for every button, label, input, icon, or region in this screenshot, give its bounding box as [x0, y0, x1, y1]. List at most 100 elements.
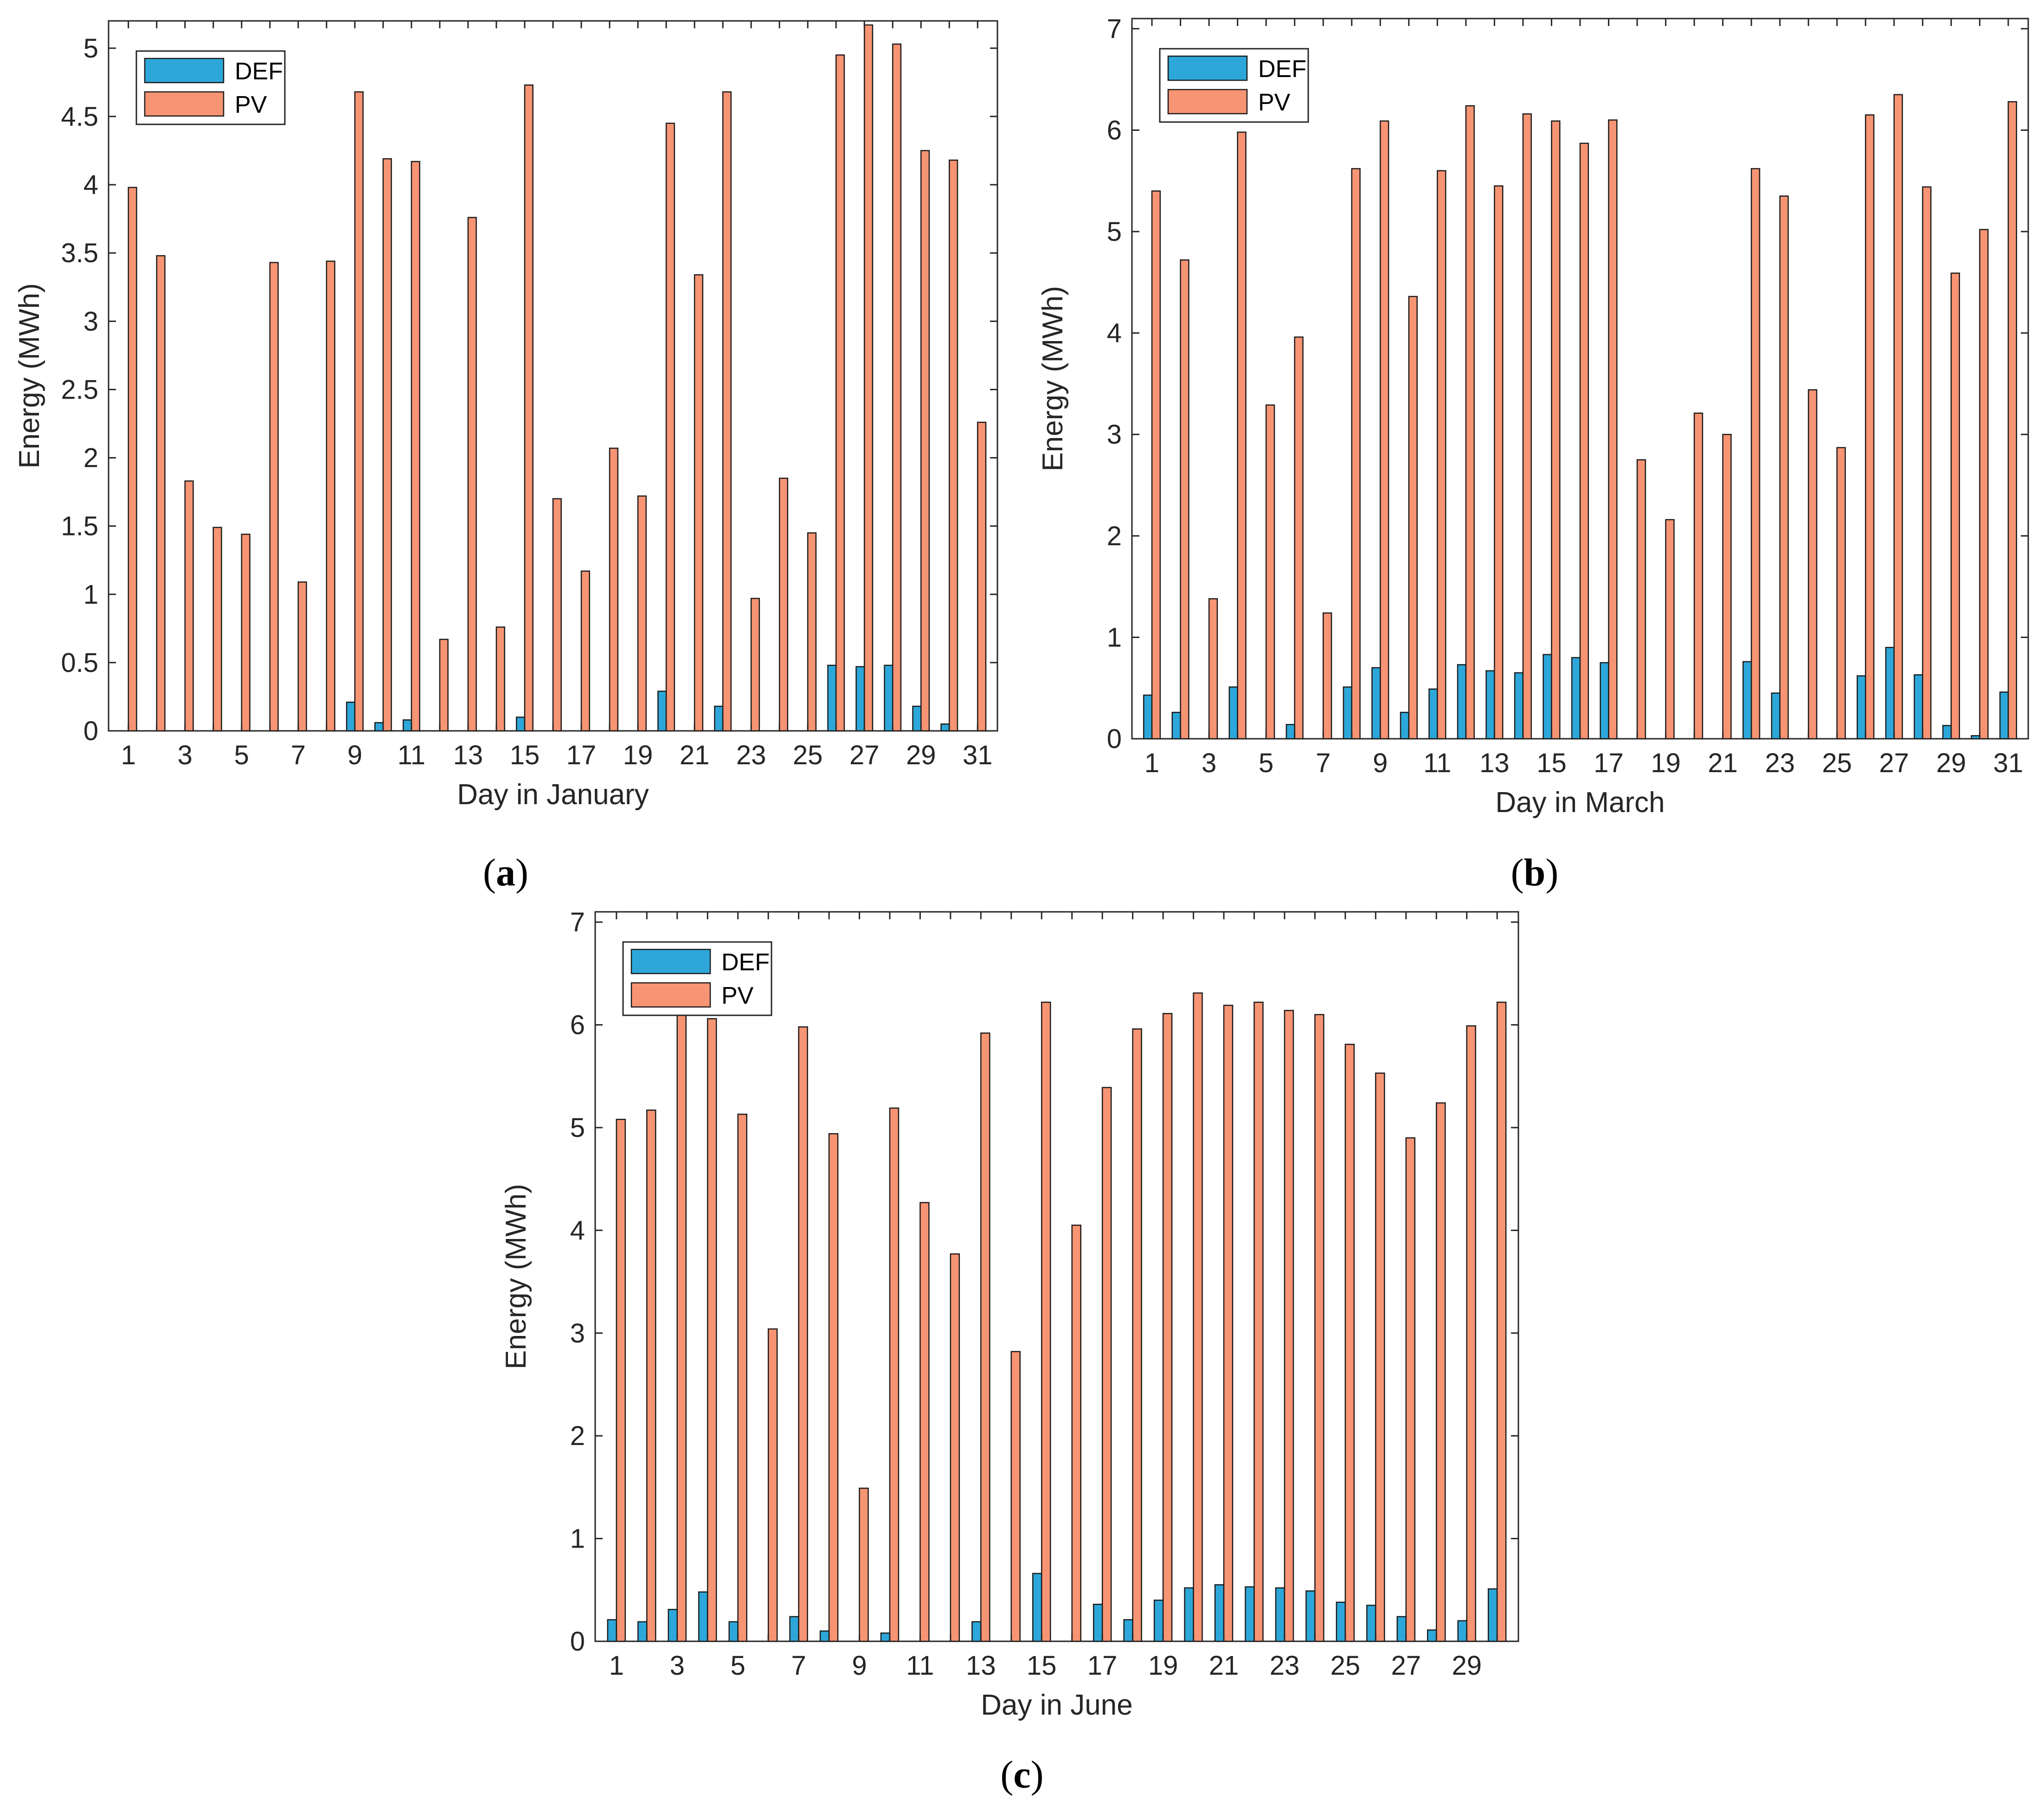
x-tick-label: 9	[347, 740, 362, 770]
x-tick-label: 17	[1594, 748, 1624, 778]
x-tick-label: 13	[966, 1651, 996, 1681]
y-tick-label: 3	[1107, 419, 1122, 450]
bar-pv-day-29	[1950, 272, 1960, 740]
bar-pv-day-11	[919, 1202, 930, 1642]
bar-def-day-4	[698, 1591, 708, 1642]
bar-pv-day-28	[892, 43, 902, 732]
bar-pv-day-27	[1405, 1137, 1416, 1642]
bar-def-day-14	[1514, 672, 1524, 740]
bar-pv-day-29	[1466, 1025, 1476, 1642]
bar-pv-day-7	[798, 1026, 808, 1642]
bar-pv-day-10	[1408, 296, 1418, 740]
x-tick-label: 31	[963, 740, 993, 770]
bar-pv-day-25	[807, 532, 817, 732]
bar-def-day-28	[1427, 1629, 1437, 1642]
bar-def-day-29	[912, 705, 922, 732]
x-tick-label: 5	[731, 1651, 746, 1681]
bar-pv-day-9	[354, 91, 364, 732]
bar-pv-day-12	[1465, 105, 1475, 740]
bar-pv-day-26	[1375, 1072, 1385, 1642]
bar-def-day-4	[1228, 686, 1238, 740]
bar-pv-day-2	[156, 255, 166, 732]
bar-def-day-27	[1885, 647, 1895, 740]
panel-label-b: (b)	[1511, 851, 1559, 894]
y-tick-label: 0	[570, 1626, 585, 1657]
bar-pv-day-15	[1041, 1001, 1051, 1642]
bar-pv-day-15	[524, 84, 533, 732]
x-tick-label: 19	[1148, 1651, 1178, 1681]
y-tick-label: 2	[1107, 521, 1122, 551]
bar-pv-day-25	[1836, 447, 1846, 740]
bar-pv-day-28	[1436, 1102, 1446, 1642]
bar-def-day-21	[1214, 1584, 1225, 1642]
bar-pv-day-26	[1865, 114, 1875, 740]
bar-def-day-26	[827, 665, 837, 732]
bar-pv-day-9	[1380, 120, 1389, 740]
bar-pv-day-8	[326, 260, 335, 732]
bar-def-day-22	[1245, 1586, 1255, 1642]
bar-def-day-30	[1971, 735, 1980, 740]
bar-pv-day-18	[609, 447, 618, 732]
bar-def-day-31	[1999, 691, 2009, 740]
x-tick-label: 29	[1452, 1651, 1482, 1681]
bar-def-day-15	[1032, 1573, 1042, 1642]
legend-swatch-def	[1167, 55, 1248, 81]
bar-pv-day-27	[863, 24, 874, 732]
bar-def-day-1	[1143, 694, 1153, 740]
bar-def-day-2	[1171, 711, 1181, 740]
bar-pv-day-8	[828, 1133, 839, 1642]
bar-pv-day-14	[1522, 113, 1532, 740]
bar-pv-day-5	[241, 534, 251, 732]
bar-pv-day-11	[1437, 170, 1446, 740]
bar-def-day-3	[668, 1609, 678, 1642]
bar-pv-day-22	[1253, 1001, 1264, 1642]
bar-pv-day-13	[980, 1032, 990, 1642]
bar-def-day-27	[1396, 1616, 1407, 1642]
bar-def-day-16	[1571, 657, 1581, 740]
bar-pv-day-2	[1180, 259, 1189, 740]
x-tick-label: 23	[1270, 1651, 1300, 1681]
x-tick-label: 21	[1209, 1651, 1239, 1681]
x-tick-label: 17	[1087, 1651, 1118, 1681]
y-tick-label: 4	[570, 1215, 585, 1245]
bar-def-day-28	[1914, 674, 1923, 740]
x-tick-label: 7	[291, 740, 306, 770]
bar-pv-day-31	[2007, 101, 2018, 740]
x-tick-label: 21	[1708, 748, 1738, 778]
y-tick-label: 1	[1107, 622, 1122, 652]
bar-pv-day-7	[297, 581, 307, 732]
bar-pv-day-12	[950, 1253, 960, 1642]
x-tick-label: 1	[1144, 748, 1159, 778]
bar-def-day-13	[1485, 670, 1495, 740]
bar-def-day-6	[1286, 724, 1295, 740]
bar-def-day-20	[1184, 1587, 1194, 1642]
bar-pv-day-11	[411, 161, 420, 732]
y-tick-label: 2	[84, 443, 98, 473]
bar-def-day-8	[819, 1630, 830, 1642]
x-tick-label: 27	[1879, 748, 1909, 778]
bar-pv-day-9	[859, 1487, 869, 1642]
bar-pv-day-5	[1265, 404, 1275, 740]
x-tick-label: 7	[1316, 748, 1331, 778]
bar-pv-day-24	[1314, 1014, 1324, 1642]
x-tick-label: 25	[1822, 748, 1852, 778]
bar-pv-day-6	[767, 1328, 778, 1642]
y-tick-label: 0.5	[61, 648, 98, 678]
legend-swatch-def	[630, 948, 711, 974]
y-tick-label: 3.5	[61, 238, 98, 268]
legend-label-pv: PV	[721, 982, 754, 1009]
bar-pv-day-3	[676, 1013, 687, 1642]
x-tick-label: 15	[1536, 748, 1567, 778]
bar-pv-day-21	[1722, 433, 1732, 740]
bar-def-day-26	[1366, 1605, 1376, 1642]
x-tick-label: 29	[1936, 748, 1967, 778]
x-tick-label: 3	[670, 1651, 685, 1681]
bar-def-day-11	[1428, 688, 1438, 740]
x-tick-label: 21	[680, 740, 710, 770]
bar-pv-day-29	[920, 150, 930, 732]
bar-pv-day-6	[269, 262, 279, 732]
panel-label-a: (a)	[483, 851, 528, 894]
bar-pv-day-30	[1496, 1001, 1507, 1642]
x-tick-label: 19	[1651, 748, 1681, 778]
